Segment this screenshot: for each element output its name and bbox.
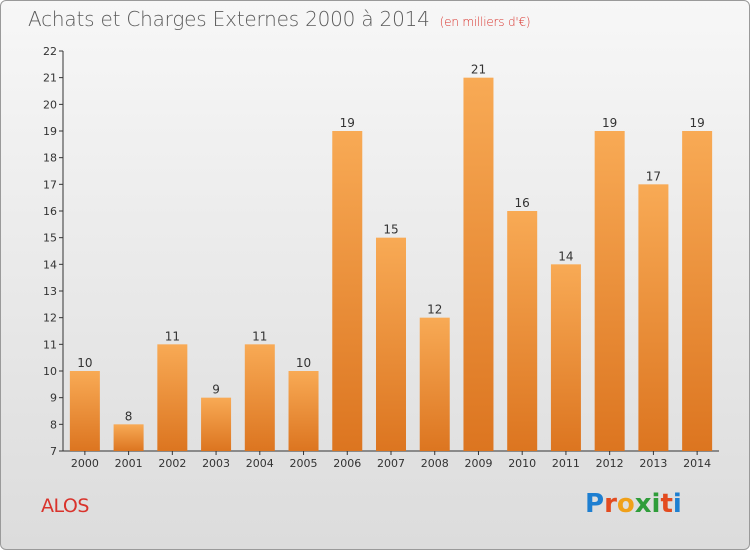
y-tick-label: 8 (50, 418, 57, 431)
bar (550, 264, 581, 451)
x-tick-label: 2004 (246, 457, 274, 470)
y-tick-label: 18 (43, 152, 57, 165)
bar (638, 184, 669, 452)
bar (288, 371, 319, 451)
chart-title: Achats et Charges Externes 2000 à 2014 (e… (28, 7, 531, 31)
x-tick-label: 2000 (71, 457, 99, 470)
proxiti-logo: Proxiti (585, 489, 682, 519)
bar (244, 344, 275, 451)
chart-title-text: Achats et Charges Externes 2000 à 2014 (28, 7, 430, 31)
x-tick-label: 2008 (421, 457, 449, 470)
bar (463, 77, 494, 452)
data-label: 10 (296, 356, 311, 370)
x-tick-label: 2001 (115, 457, 143, 470)
bar (419, 317, 450, 451)
data-label: 19 (689, 116, 704, 130)
y-tick-label: 21 (43, 72, 57, 85)
x-tick-label: 2009 (464, 457, 492, 470)
data-label: 19 (340, 116, 355, 130)
logo-letter: i (651, 489, 661, 519)
x-tick-label: 2006 (333, 457, 361, 470)
y-tick-label: 9 (50, 392, 57, 405)
y-tick-label: 11 (43, 338, 57, 351)
y-tick-label: 19 (43, 125, 57, 138)
data-label: 11 (252, 329, 267, 343)
bar (682, 131, 713, 451)
data-label: 14 (558, 249, 573, 263)
location-label: ALOS (41, 495, 89, 517)
y-tick-label: 22 (43, 45, 57, 58)
x-tick-label: 2005 (290, 457, 318, 470)
y-tick-label: 15 (43, 232, 57, 245)
y-tick-label: 13 (43, 285, 57, 298)
x-tick-label: 2010 (508, 457, 536, 470)
data-label: 16 (515, 196, 530, 210)
data-label: 19 (602, 116, 617, 130)
y-tick-label: 12 (43, 312, 57, 325)
x-tick-label: 2013 (639, 457, 667, 470)
bar (376, 237, 406, 451)
y-tick-label: 14 (43, 258, 57, 271)
data-label: 12 (427, 303, 442, 317)
y-tick-label: 20 (43, 98, 57, 111)
bar (332, 131, 363, 451)
bar (594, 131, 625, 451)
data-label: 11 (165, 329, 180, 343)
y-tick-label: 16 (43, 205, 57, 218)
x-tick-label: 2007 (377, 457, 405, 470)
bar (113, 424, 144, 451)
chart-subtitle: (en milliers d'€) (439, 15, 531, 29)
data-label: 9 (212, 383, 220, 397)
bar (69, 371, 100, 451)
logo-letter: t (660, 489, 673, 519)
x-tick-label: 2011 (552, 457, 580, 470)
data-label: 21 (471, 63, 486, 77)
data-label: 15 (383, 223, 398, 237)
bar (201, 397, 232, 451)
x-tick-label: 2014 (683, 457, 711, 470)
x-tick-label: 2012 (596, 457, 624, 470)
y-tick-label: 10 (43, 365, 57, 378)
logo-letter: P (585, 489, 605, 519)
y-tick-label: 7 (50, 445, 57, 458)
y-tick-label: 17 (43, 178, 57, 191)
bar (157, 344, 188, 451)
bar (507, 211, 538, 451)
data-label: 8 (125, 409, 133, 423)
x-tick-label: 2003 (202, 457, 230, 470)
logo-letter: r (604, 489, 617, 519)
logo-letter: o (616, 489, 635, 519)
data-label: 10 (77, 356, 92, 370)
logo-letter: i (672, 489, 682, 519)
data-label: 17 (646, 169, 661, 183)
logo-letter: x (634, 489, 652, 519)
x-tick-label: 2002 (158, 457, 186, 470)
